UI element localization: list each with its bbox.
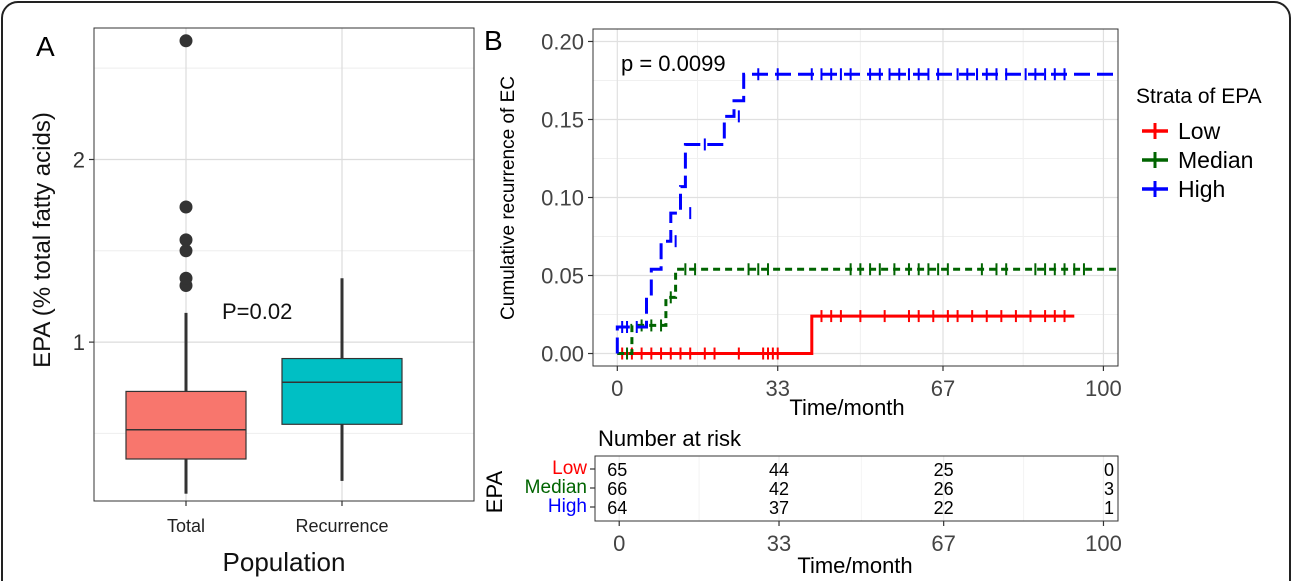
- box-total: [125, 34, 247, 494]
- outlier-point: [179, 271, 193, 285]
- risk-table-y-axis-title: EPA: [482, 470, 507, 513]
- panel-b: B 0.00 0.05 0.10 0.15 0.20 0 33 67 100 p = 0.00…: [484, 25, 1122, 420]
- risk-count: 0: [1104, 460, 1114, 480]
- risk-count: 1: [1104, 498, 1114, 518]
- panel-a: A 12 Total Recurrence P=0.02 EPA (% total…: [29, 27, 475, 577]
- risk-table-frame: [594, 455, 1119, 522]
- panel-b-x-axis-title: Time/month: [789, 395, 904, 420]
- step-line: [615, 72, 1118, 354]
- curve-high: [615, 68, 1118, 354]
- legend: Strata of EPA Low Median High: [1136, 85, 1262, 202]
- legend-items: Low Median High: [1142, 118, 1253, 202]
- risk-count: 42: [769, 479, 789, 499]
- legend-label: High: [1178, 176, 1225, 202]
- panel-a-x-ticks: Total Recurrence: [167, 501, 389, 536]
- x-tick-label: 33: [765, 376, 789, 401]
- box-recurrence: [281, 278, 403, 481]
- x-tick-label: 0: [611, 376, 623, 401]
- y-tick-label: 0.15: [541, 107, 584, 132]
- curve-low: [617, 310, 1075, 360]
- panel-b-annotation: p = 0.0099: [621, 51, 726, 76]
- panel-b-y-ticks: 0.00 0.05 0.10 0.15 0.20: [541, 29, 593, 367]
- panel-a-y-ticks: 12: [73, 147, 94, 355]
- x-tick-label: Recurrence: [295, 516, 388, 536]
- outlier-point: [179, 244, 193, 258]
- risk-table-grid: [618, 456, 1105, 521]
- risk-table-x-axis-title: Time/month: [797, 553, 912, 578]
- legend-item-median: Median: [1142, 147, 1253, 173]
- legend-label: Median: [1178, 147, 1253, 173]
- risk-count: 65: [607, 460, 627, 480]
- panel-b-y-axis-title: Cumulative recurrence of EC: [498, 76, 519, 320]
- panel-a-boxes: [125, 34, 403, 494]
- risk-count: 64: [607, 498, 627, 518]
- risk-count: 66: [607, 479, 627, 499]
- legend-label: Low: [1178, 118, 1221, 144]
- risk-table-rows: Low 65 44 25 0 Median 66 42 26 3 High 64 37 22 1: [525, 458, 1114, 518]
- x-tick-label: 33: [767, 531, 791, 556]
- y-tick-label: 0.10: [541, 186, 584, 211]
- risk-count: 22: [934, 498, 954, 518]
- panel-a-frame: [93, 27, 475, 502]
- risk-count: 37: [769, 498, 789, 518]
- legend-item-high: High: [1142, 176, 1225, 202]
- step-line: [617, 314, 1075, 355]
- y-tick-label: 0.00: [541, 342, 584, 367]
- panel-a-grid: [94, 28, 474, 501]
- y-tick-label: 0.20: [541, 29, 584, 54]
- x-tick-label: 100: [1085, 531, 1122, 556]
- outlier-point: [179, 34, 193, 48]
- row-label: High: [548, 496, 587, 517]
- y-tick-label: 0.05: [541, 264, 584, 289]
- curve-median: [617, 263, 1118, 360]
- y-tick-label: 2: [73, 147, 85, 172]
- panel-b-label: B: [484, 25, 503, 56]
- box-body: [281, 357, 403, 425]
- panel-b-x-ticks: 0 33 67 100: [611, 366, 1122, 401]
- risk-table-x-ticks: 0 33 67 100: [613, 521, 1122, 556]
- y-tick-label: 1: [73, 330, 85, 355]
- x-tick-label: 100: [1085, 376, 1122, 401]
- legend-title: Strata of EPA: [1136, 85, 1262, 108]
- panel-b-curves: [615, 68, 1118, 360]
- row-label: Median: [525, 477, 587, 498]
- x-tick-label: 0: [613, 531, 625, 556]
- panel-a-x-axis-title: Population: [223, 547, 346, 577]
- x-tick-label: 67: [931, 531, 955, 556]
- risk-count: 25: [934, 460, 954, 480]
- row-label: Low: [552, 458, 587, 479]
- risk-count: 26: [934, 479, 954, 499]
- risk-count: 44: [769, 460, 789, 480]
- risk-row-high: High 64 37 22 1: [548, 496, 1114, 518]
- panel-a-annotation: P=0.02: [222, 299, 292, 324]
- legend-item-low: Low: [1142, 118, 1221, 144]
- risk-row-low: Low 65 44 25 0: [552, 458, 1114, 480]
- risk-count: 3: [1104, 479, 1114, 499]
- x-tick-label: Total: [167, 516, 205, 536]
- box-body: [125, 390, 247, 460]
- panel-a-label: A: [36, 31, 55, 62]
- outlier-point: [179, 233, 193, 247]
- step-line: [617, 267, 1118, 355]
- panel-a-y-axis-title: EPA (% total fatty acids): [29, 112, 56, 368]
- outlier-point: [179, 200, 193, 214]
- risk-table-title: Number at risk: [598, 426, 742, 451]
- risk-row-median: Median 66 42 26 3: [525, 477, 1114, 499]
- x-tick-label: 67: [931, 376, 955, 401]
